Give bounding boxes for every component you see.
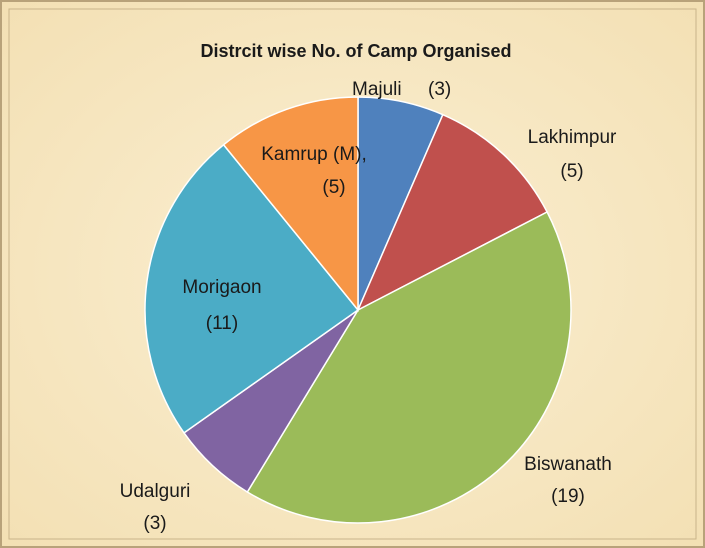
pie-slice: [246, 210, 572, 524]
pie-slice: [356, 113, 549, 312]
slice-label: Majuli: [352, 79, 402, 100]
slice-label: Udalguri: [120, 481, 191, 502]
pie-slice: [222, 96, 359, 313]
pie: [144, 96, 572, 524]
slice-label: Kamrup (M),: [261, 144, 367, 165]
slice-value-label: (19): [551, 486, 585, 507]
slice-value-label: (5): [560, 161, 583, 182]
pie-slice: [144, 143, 360, 434]
slice-value-label: (3): [428, 79, 451, 100]
chart-title: Distrcit wise No. of Camp Organised: [200, 41, 511, 61]
chart-inner-frame: [8, 8, 697, 540]
slice-label: Biswanath: [524, 454, 612, 475]
slice-label: Lakhimpur: [528, 127, 617, 148]
slice-value-label: (5): [322, 177, 345, 198]
slice-label: Morigaon: [182, 277, 261, 298]
slice-value-label: (3): [143, 513, 166, 534]
slice-value-label: (11): [206, 313, 238, 334]
